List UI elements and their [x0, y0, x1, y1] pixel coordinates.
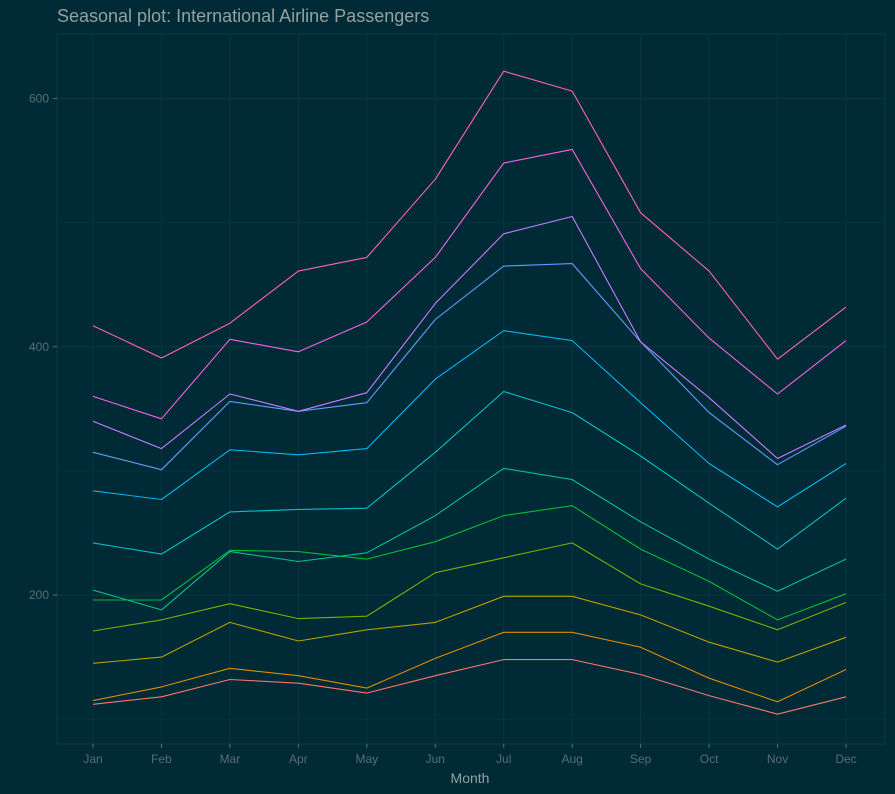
x-tick-label: Jul	[496, 752, 511, 766]
series-line-12	[92, 70, 847, 360]
x-tick-label: Jun	[426, 752, 445, 766]
series-line-2	[92, 631, 847, 703]
series-line-3	[92, 595, 847, 664]
series-line-4	[92, 542, 847, 632]
x-tick-label: Dec	[835, 752, 856, 766]
series-line-1	[92, 659, 847, 715]
grid-lines	[57, 34, 885, 744]
x-tick-label: Aug	[562, 752, 583, 766]
y-tick-label: 600	[29, 92, 49, 106]
x-tick-label: Jan	[83, 752, 102, 766]
series-lines	[92, 70, 847, 715]
chart-title: Seasonal plot: International Airline Pas…	[57, 6, 430, 26]
series-line-11	[92, 148, 847, 420]
series-line-9	[92, 263, 847, 471]
x-tick-label: May	[355, 752, 378, 766]
y-tick-label: 200	[29, 588, 49, 602]
x-tick-label: Nov	[767, 752, 788, 766]
x-tick-label: Oct	[700, 752, 719, 766]
series-line-8	[92, 330, 847, 508]
series-line-7	[92, 390, 847, 555]
x-tick-label: Sep	[630, 752, 652, 766]
y-tick-label: 400	[29, 340, 49, 354]
x-tick-label: Mar	[220, 752, 241, 766]
x-tick-label: Feb	[151, 752, 172, 766]
axis-labels: 200 400 600 Jan Feb Mar Apr May Jun Jul Aug Sep Oct N…	[29, 92, 857, 766]
x-tick-label: Apr	[289, 752, 308, 766]
plot-panel	[56, 33, 886, 745]
x-axis-title: Month	[451, 770, 490, 786]
series-line-5	[93, 505, 847, 621]
series-line-6	[92, 467, 847, 611]
series-line-10	[92, 215, 847, 460]
